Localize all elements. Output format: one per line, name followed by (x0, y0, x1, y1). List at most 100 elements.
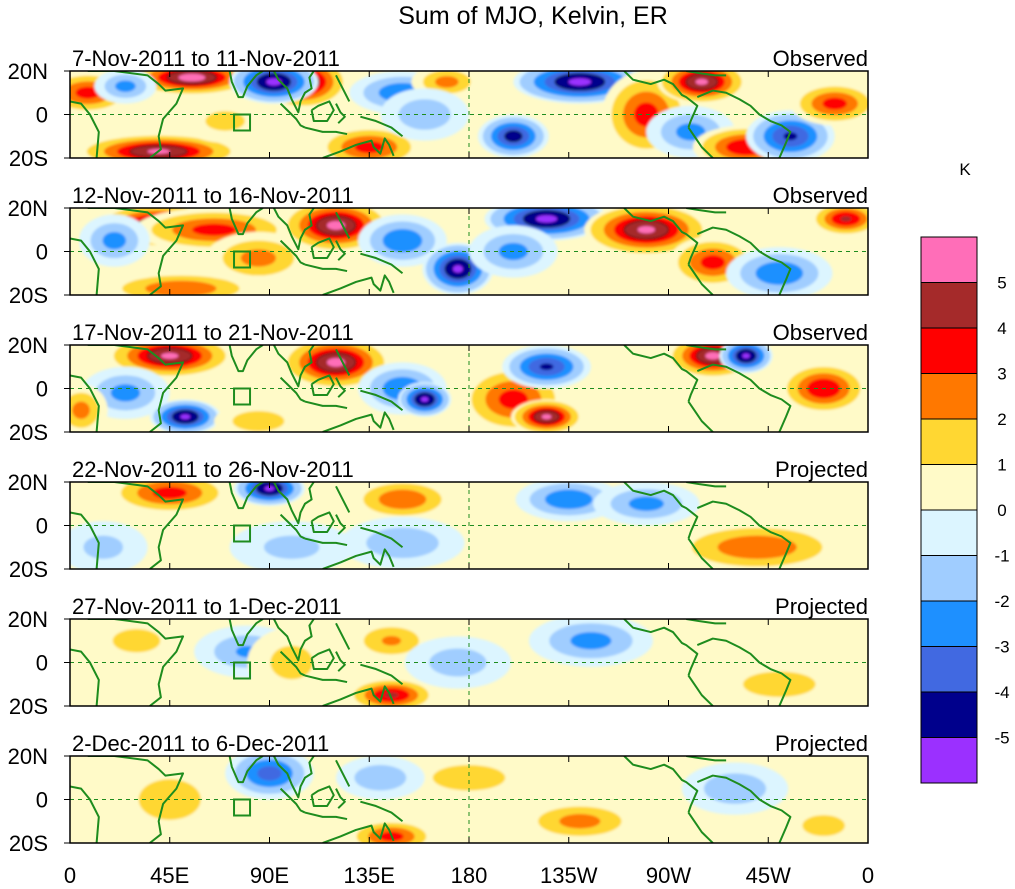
map-panel: 20N 0 20S 2-Dec-2011 to 6-Dec-2011 Projected (8, 731, 869, 856)
coastline (360, 526, 404, 549)
coastline (304, 811, 348, 821)
panel-period-label: 17-Nov-2011 to 21-Nov-2011 (72, 320, 354, 345)
colorbar-tick-label: 0 (997, 501, 1006, 520)
coastline (360, 115, 404, 138)
colorbar-tick-label: -1 (994, 547, 1009, 566)
anomaly-contour (145, 280, 217, 295)
colorbar-swatch (920, 646, 978, 693)
anomaly-blob (398, 381, 452, 417)
colorbar-tick-label: 2 (997, 410, 1006, 429)
anomaly-blob (70, 384, 108, 432)
coastline (279, 513, 306, 540)
coastline (335, 348, 351, 376)
anomaly-blob (717, 662, 842, 706)
colorbar-swatch (920, 464, 978, 511)
coastline (228, 71, 264, 99)
anomaly-field (70, 345, 868, 432)
colorbar-swatch (920, 509, 978, 556)
x-tick-label: 180 (451, 863, 488, 888)
colorbar-tick-label: -4 (994, 683, 1009, 702)
region-box (233, 524, 252, 543)
y-tick-label: 0 (36, 788, 48, 813)
coastline (686, 208, 727, 214)
coastline (87, 208, 185, 295)
coastline (686, 345, 727, 351)
coastline (360, 663, 404, 686)
anomaly-contour (264, 486, 275, 491)
coastline (335, 74, 351, 102)
colorbar-tick-label: -5 (994, 729, 1009, 748)
y-tick-label: 0 (36, 377, 48, 402)
anomaly-contour (152, 486, 187, 499)
anomaly-blob (347, 619, 436, 663)
anomaly-blob (282, 345, 390, 389)
region-box (233, 387, 252, 406)
anomaly-blob (347, 677, 436, 706)
coastline (228, 208, 264, 236)
anomaly-contour (536, 215, 558, 223)
anomaly-contour (628, 496, 664, 511)
coastline (687, 537, 714, 569)
anomaly-field (70, 482, 846, 569)
y-tick-label: 20S (9, 420, 48, 445)
anomaly-field (83, 619, 842, 706)
panel-group: 20N 0 20S 7-Nov-2011 to 11-Nov-2011 Observed… (8, 46, 869, 856)
anomaly-blob (719, 345, 773, 374)
coastline (322, 822, 395, 843)
colorbar-swatch (920, 691, 978, 738)
anomaly-contour (83, 535, 124, 559)
coastline (228, 756, 264, 784)
anomaly-blob (528, 619, 653, 667)
panel-period-label: 22-Nov-2011 to 26-Nov-2011 (72, 457, 354, 482)
anomaly-contour (755, 261, 804, 285)
coastline (335, 211, 351, 239)
anomaly-blob (229, 521, 354, 569)
anomaly-blob (515, 482, 622, 522)
y-tick-label: 20S (9, 146, 48, 171)
colorbar: K 5 4 3 2 1 0 -1 -2 -3 -4 -5 (920, 160, 1010, 784)
panel-status-label: Observed (773, 46, 868, 71)
coastline (322, 685, 395, 706)
anomaly-contour (257, 766, 282, 781)
coastline (87, 345, 185, 432)
coastline (273, 482, 315, 525)
x-tick-label: 0 (862, 863, 874, 888)
anomaly-blob (502, 345, 591, 389)
anomaly-blob (78, 214, 150, 267)
anomaly-contour (700, 255, 726, 270)
colorbar-tick-label: 5 (997, 274, 1006, 293)
coastline (360, 800, 404, 823)
coastline (310, 648, 335, 671)
map-panel: 20N 0 20S 7-Nov-2011 to 11-Nov-2011 Observed (8, 46, 869, 171)
anomaly-contour (102, 231, 127, 250)
anomaly-contour (498, 389, 528, 409)
coastline (310, 237, 335, 260)
anomaly-blob (83, 619, 190, 667)
panel-period-label: 27-Nov-2011 to 1-Dec-2011 (72, 594, 341, 619)
colorbar-tick-label: 3 (997, 365, 1006, 384)
region-box (233, 798, 252, 817)
anomaly-contour (72, 401, 90, 419)
x-tick-label: 45E (150, 863, 189, 888)
anomaly-contour (637, 226, 655, 234)
anomaly-contour (705, 352, 721, 360)
coastline (279, 102, 306, 129)
coastline (623, 619, 699, 676)
anomaly-blob (779, 803, 868, 843)
y-tick-label: 0 (36, 103, 48, 128)
coastline (304, 674, 348, 684)
map-panel: 20N 0 20S 22-Nov-2011 to 26-Nov-2011 Project… (8, 457, 869, 582)
coastline (686, 482, 727, 488)
map-panel: 20N 0 20S 27-Nov-2011 to 1-Dec-2011 Projecte… (8, 594, 869, 719)
coastline (360, 252, 404, 275)
y-tick-label: 20N (8, 333, 48, 358)
x-tick-label: 135E (344, 863, 395, 888)
coastline (322, 548, 395, 569)
anomaly-blob (78, 134, 239, 158)
coastline (279, 376, 306, 403)
coastline (304, 263, 348, 273)
coastline (322, 274, 395, 295)
anomaly-blob (406, 756, 532, 800)
colorbar-swatch (920, 373, 978, 420)
